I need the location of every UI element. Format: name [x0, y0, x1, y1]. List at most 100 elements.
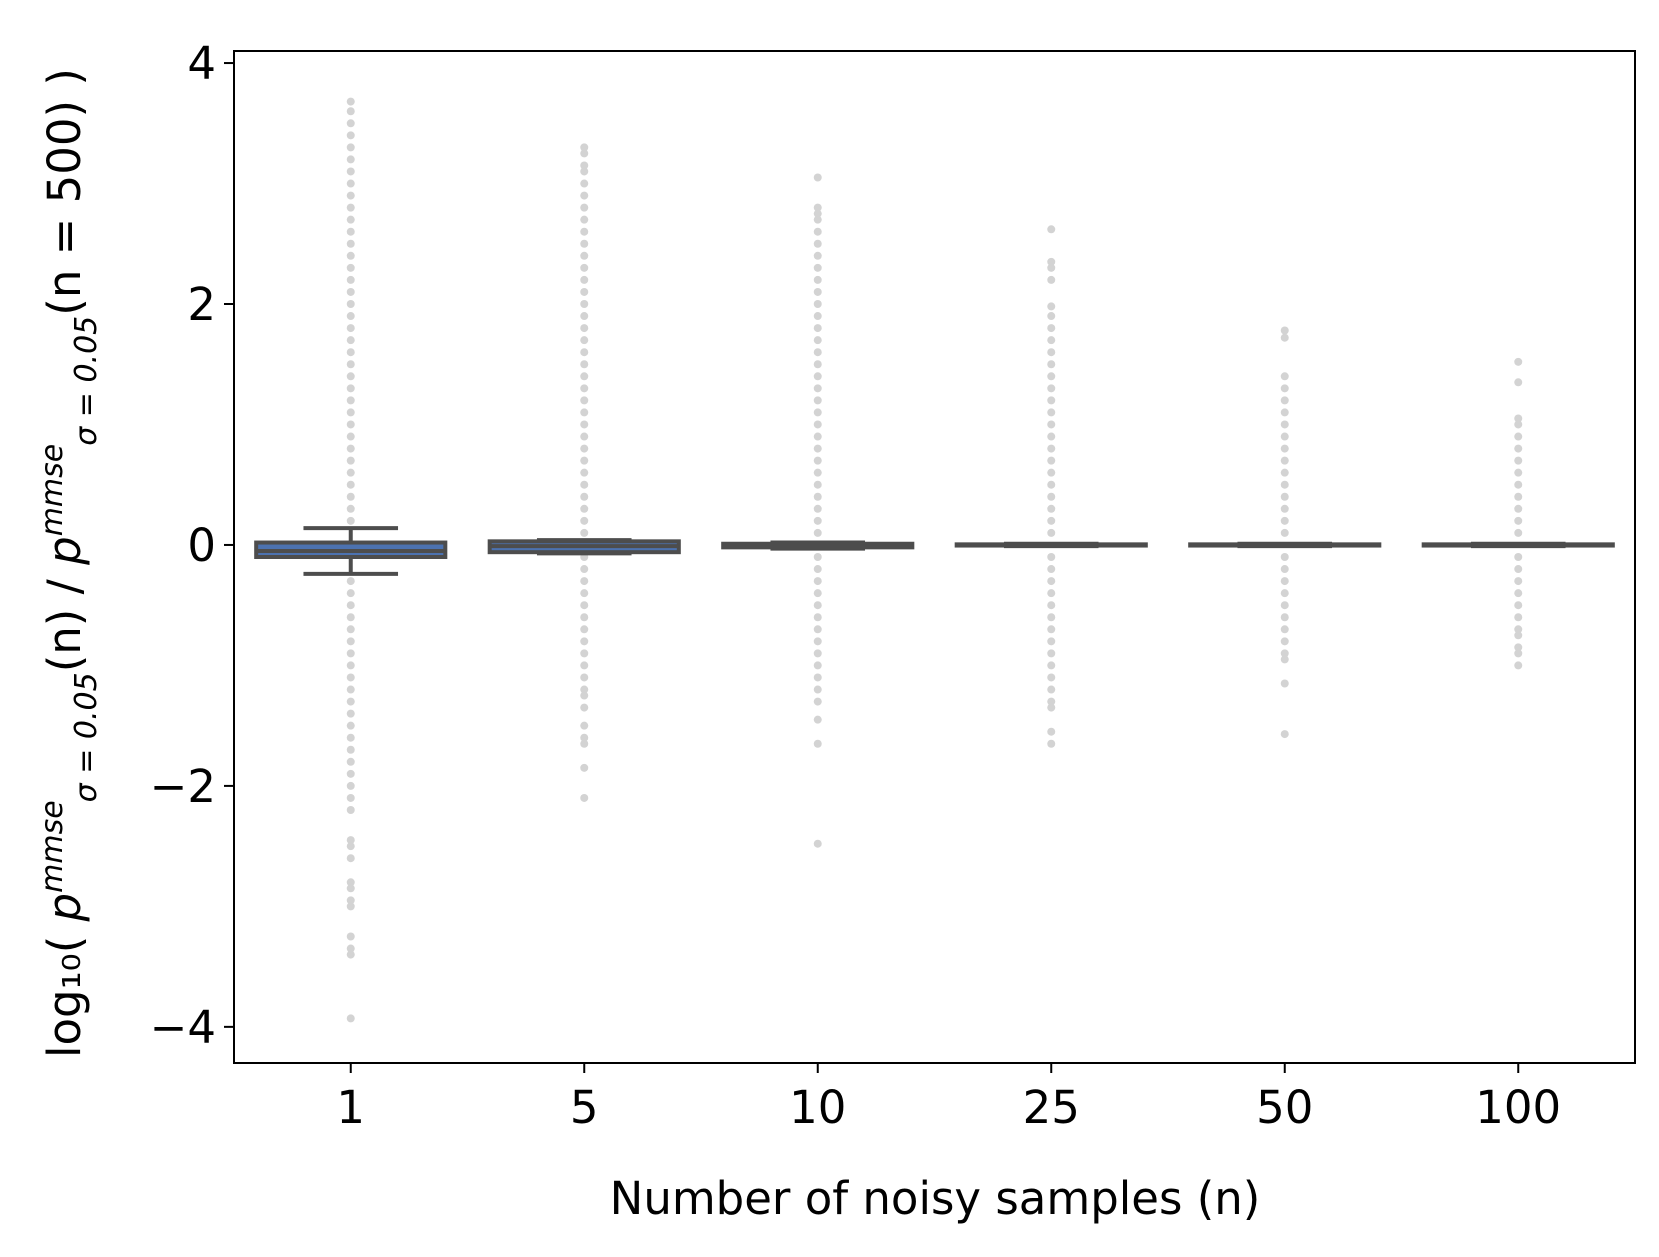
flier	[580, 396, 589, 405]
flier	[1280, 565, 1289, 574]
flier	[813, 324, 822, 333]
y-label-part: (n = 500) )	[38, 68, 91, 316]
flier	[1280, 326, 1289, 335]
flier	[1514, 661, 1523, 670]
flier	[346, 179, 355, 188]
flier	[813, 209, 822, 218]
y-label-part: mmse	[35, 444, 70, 537]
flier	[346, 143, 355, 152]
flier	[1280, 655, 1289, 664]
flier	[813, 251, 822, 260]
flier	[1280, 396, 1289, 405]
flier	[1047, 444, 1056, 453]
flier	[1280, 528, 1289, 537]
flier	[813, 360, 822, 369]
flier	[346, 372, 355, 381]
x-tick-label: 5	[570, 1081, 599, 1134]
flier	[580, 691, 589, 700]
flier	[346, 685, 355, 694]
flier	[813, 661, 822, 670]
flier	[346, 781, 355, 790]
flier	[1280, 649, 1289, 658]
flier	[346, 504, 355, 513]
flier	[580, 263, 589, 272]
flier	[580, 372, 589, 381]
flier	[346, 854, 355, 863]
flier	[1514, 625, 1523, 634]
flier	[580, 360, 589, 369]
flier	[813, 649, 822, 658]
y-label-part: σ = 0.05	[69, 672, 104, 802]
flier	[1047, 649, 1056, 658]
flier	[346, 769, 355, 778]
flier	[346, 709, 355, 718]
flier	[1280, 384, 1289, 393]
flier	[813, 839, 822, 848]
flier	[580, 793, 589, 802]
flier	[1047, 324, 1056, 333]
flier	[580, 239, 589, 248]
flier	[813, 577, 822, 586]
flier	[813, 456, 822, 465]
flier	[580, 149, 589, 158]
flier	[1047, 468, 1056, 477]
flier	[1047, 661, 1056, 670]
flier	[1047, 480, 1056, 489]
flier	[346, 480, 355, 489]
flier	[346, 155, 355, 164]
x-axis-label: Number of noisy samples (n)	[610, 1172, 1261, 1225]
flier	[1047, 492, 1056, 501]
flier	[1514, 577, 1523, 586]
flier	[580, 444, 589, 453]
y-tick-label: 4	[187, 37, 216, 90]
flier	[813, 203, 822, 212]
flier	[1514, 378, 1523, 387]
x-tick-label: 1	[336, 1081, 365, 1134]
flier	[1280, 601, 1289, 610]
flier	[813, 625, 822, 634]
flier	[580, 516, 589, 525]
flier	[346, 944, 355, 953]
flier	[1280, 492, 1289, 501]
flier	[1280, 333, 1289, 342]
flier	[813, 348, 822, 357]
flier	[580, 324, 589, 333]
y-tick-label: 0	[187, 519, 216, 572]
flier	[813, 420, 822, 429]
flier	[1280, 577, 1289, 586]
flier	[1514, 589, 1523, 598]
flier	[346, 601, 355, 610]
flier	[1047, 432, 1056, 441]
x-tick-label: 10	[789, 1081, 846, 1134]
flier	[1280, 444, 1289, 453]
flier	[346, 107, 355, 116]
flier	[1047, 516, 1056, 525]
flier	[346, 733, 355, 742]
flier	[346, 625, 355, 634]
flier	[580, 703, 589, 712]
flier	[813, 715, 822, 724]
flier	[1280, 625, 1289, 634]
flier	[346, 884, 355, 893]
flier	[346, 191, 355, 200]
flier	[813, 565, 822, 574]
flier	[813, 275, 822, 284]
flier	[346, 649, 355, 658]
flier	[346, 408, 355, 417]
flier	[1514, 565, 1523, 574]
flier	[813, 516, 822, 525]
flier	[1514, 553, 1523, 561]
flier	[346, 637, 355, 646]
flier	[346, 661, 355, 670]
flier	[1047, 727, 1056, 736]
flier	[1280, 589, 1289, 598]
flier	[580, 191, 589, 200]
flier	[813, 432, 822, 441]
flier	[1047, 225, 1056, 234]
flier	[346, 793, 355, 802]
flier	[580, 673, 589, 682]
flier	[1047, 408, 1056, 417]
flier	[813, 239, 822, 248]
y-label-part: p	[38, 893, 91, 923]
